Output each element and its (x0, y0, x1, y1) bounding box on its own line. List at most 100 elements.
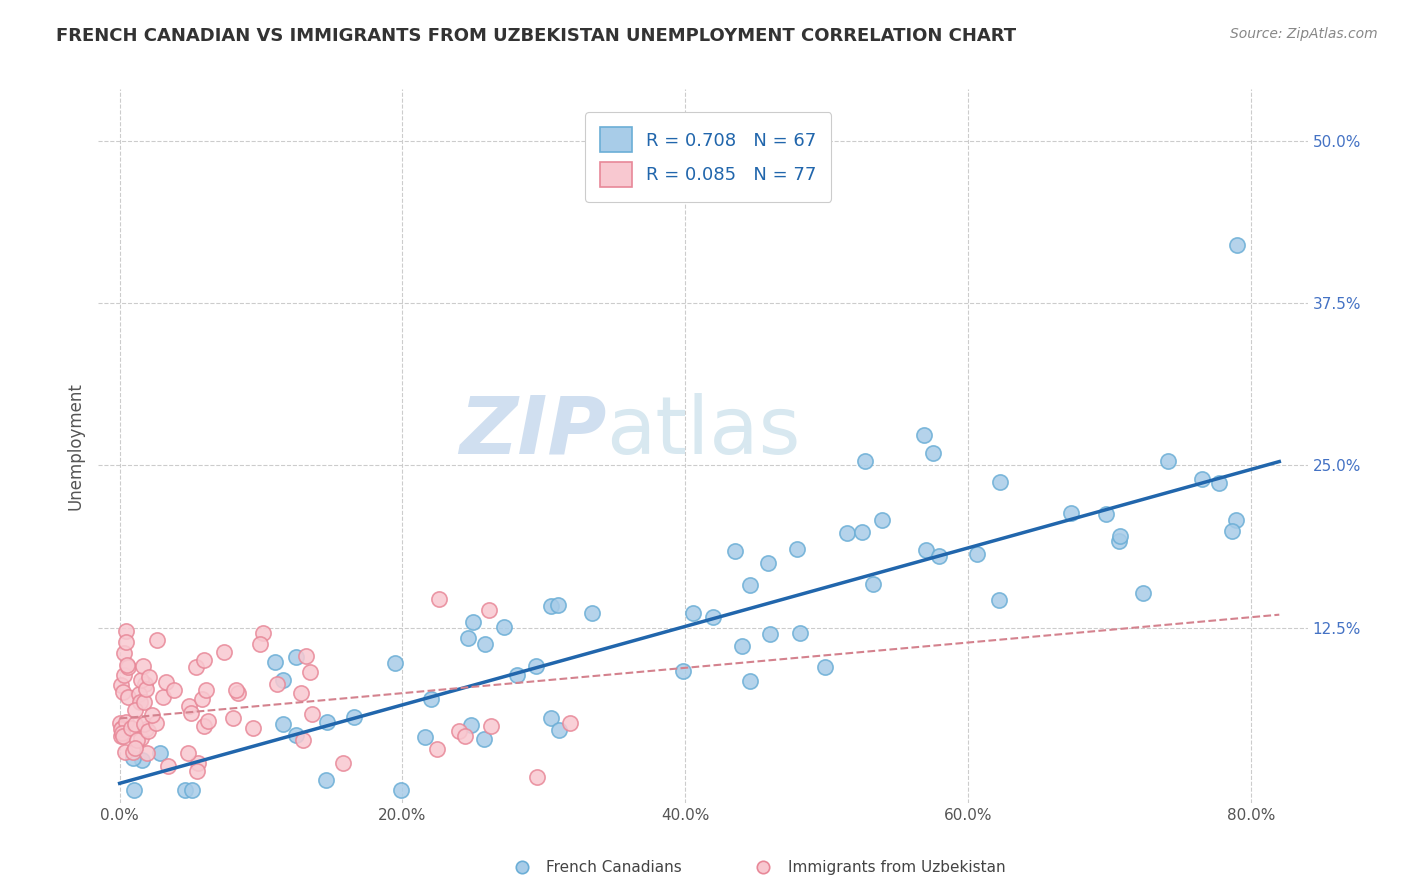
Point (343, 710, 366, 724)
Point (112, 646, 135, 660)
Point (141, 708, 163, 723)
Point (285, 728, 308, 742)
Point (315, 715, 337, 730)
Point (145, 716, 167, 731)
Point (315, 773, 337, 788)
Point (111, 721, 134, 735)
Point (271, 717, 294, 731)
Point (1220, 524, 1243, 539)
Text: FRENCH CANADIAN VS IMMIGRANTS FROM UZBEKISTAN UNEMPLOYMENT CORRELATION CHART: FRENCH CANADIAN VS IMMIGRANTS FROM UZBEK… (56, 27, 1017, 45)
Point (124, 717, 146, 731)
Point (163, 683, 186, 698)
Point (724, 544, 747, 558)
Point (912, 428, 935, 442)
Point (290, 686, 312, 700)
Point (115, 635, 138, 649)
Point (738, 577, 761, 591)
Point (193, 653, 215, 667)
Point (384, 657, 406, 671)
Point (134, 716, 156, 731)
Point (225, 683, 247, 698)
Text: Immigrants from Uzbekistan: Immigrants from Uzbekistan (787, 860, 1005, 874)
Point (292, 732, 315, 747)
Point (132, 659, 155, 673)
Point (301, 706, 323, 721)
Point (1191, 471, 1213, 485)
Point (266, 677, 288, 691)
Point (581, 606, 603, 620)
Point (460, 718, 482, 732)
Point (177, 746, 200, 760)
Point (472, 731, 495, 746)
Point (789, 625, 811, 640)
Point (157, 759, 180, 773)
Point (921, 446, 943, 460)
Text: French Canadians: French Canadians (546, 860, 682, 874)
Point (814, 660, 837, 674)
Point (1132, 586, 1154, 600)
Point (389, 782, 412, 797)
Point (987, 592, 1010, 607)
Point (294, 649, 316, 664)
Point (420, 692, 443, 706)
Point (457, 631, 479, 645)
Point (915, 543, 938, 558)
Legend: R = 0.708   N = 67, R = 0.085   N = 77: R = 0.708 N = 67, R = 0.085 N = 77 (585, 112, 831, 202)
Point (124, 703, 146, 717)
Text: ZIP: ZIP (458, 392, 606, 471)
Point (146, 633, 169, 648)
Point (526, 658, 548, 673)
Point (180, 706, 202, 720)
Point (124, 740, 146, 755)
Point (285, 650, 308, 665)
Point (110, 729, 132, 743)
Point (222, 711, 245, 725)
Y-axis label: Unemployment: Unemployment (66, 382, 84, 510)
Point (134, 676, 156, 690)
Point (870, 513, 893, 527)
Point (463, 615, 485, 629)
Point (115, 624, 138, 638)
Point (1225, 513, 1247, 527)
Point (759, 626, 782, 640)
Point (252, 625, 274, 640)
Point (122, 782, 145, 797)
Point (332, 756, 354, 771)
Point (131, 731, 153, 746)
Point (138, 670, 160, 684)
Point (731, 640, 754, 654)
Point (152, 690, 174, 704)
Point (114, 715, 136, 730)
Point (186, 660, 208, 674)
Point (125, 733, 148, 747)
Point (540, 711, 562, 725)
Point (180, 782, 202, 797)
Point (115, 657, 138, 672)
Point (111, 725, 134, 739)
Point (672, 664, 695, 678)
Point (128, 687, 150, 701)
Point (702, 610, 724, 624)
Point (111, 685, 134, 699)
Point (212, 645, 235, 659)
Point (756, 556, 779, 570)
Point (186, 764, 208, 779)
Point (129, 673, 152, 687)
Point (478, 603, 501, 617)
Point (492, 620, 515, 634)
Point (112, 668, 135, 682)
Point (1108, 534, 1130, 549)
Point (299, 665, 322, 679)
Point (453, 729, 475, 743)
Point (191, 691, 214, 706)
Point (540, 599, 562, 613)
Point (479, 719, 502, 733)
Point (988, 475, 1011, 489)
Point (110, 678, 132, 692)
Point (427, 591, 450, 606)
Point (131, 754, 153, 768)
Point (526, 770, 548, 784)
Point (1226, 238, 1249, 252)
Point (547, 599, 569, 613)
Point (426, 742, 449, 756)
